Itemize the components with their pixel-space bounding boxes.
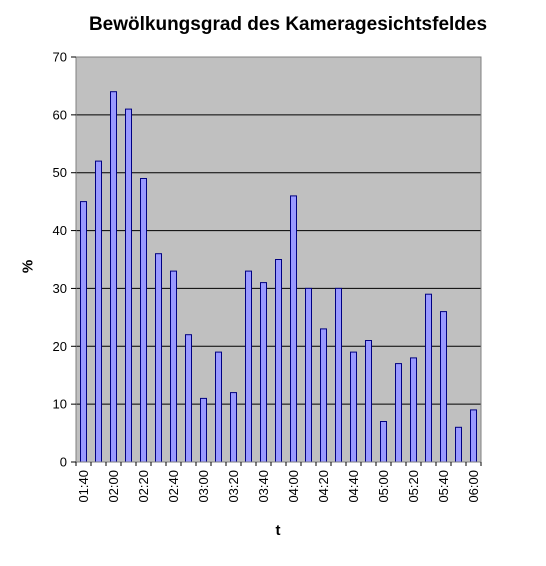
x-axis-label: t (275, 522, 281, 539)
bar-0530 (425, 293, 432, 463)
bar-0600 (470, 409, 477, 463)
y-ticks: 0 10 20 30 40 50 60 70 (53, 50, 76, 470)
x-tick-label: 03:20 (226, 470, 241, 503)
bar-0520 (410, 357, 417, 463)
x-tick-label: 05:20 (406, 470, 421, 503)
bar-0540 (440, 311, 447, 463)
x-tick-label: 02:40 (166, 470, 181, 503)
bar-0300 (200, 397, 207, 463)
bar-0250 (185, 334, 192, 463)
bar-0350 (275, 259, 282, 463)
x-tick-label: 05:00 (376, 470, 391, 503)
bar-0220 (140, 178, 147, 463)
bar-0140 (80, 201, 87, 463)
y-tick-label: 40 (53, 223, 67, 238)
bar-0500 (380, 421, 387, 463)
x-tick-label: 02:20 (136, 470, 151, 503)
bar-0240 (170, 270, 177, 463)
bar-0400 (290, 195, 297, 463)
y-tick-label: 60 (53, 107, 67, 122)
chart-title: Bewölkungsgrad des Kameragesichtsfeldes (88, 14, 488, 35)
y-tick-label: 70 (53, 50, 67, 65)
x-ticks: 01:40 02:00 02:20 02:40 03:00 03:20 03:40 04:00… (75, 462, 482, 503)
bar-0210 (125, 108, 132, 463)
x-tick-label: 04:40 (346, 470, 361, 503)
bar-0430 (335, 287, 342, 463)
bar-0330 (245, 270, 252, 463)
x-tick-label: 03:00 (196, 470, 211, 503)
bar-0200 (110, 91, 117, 463)
bar-0340 (260, 282, 267, 463)
x-tick-label: 04:20 (316, 470, 331, 503)
bar-0420 (320, 328, 327, 463)
y-tick-label: 0 (60, 455, 67, 470)
bar-0150 (95, 160, 102, 463)
x-tick-label: 04:00 (286, 470, 301, 503)
bar-0450 (365, 340, 372, 463)
bars (80, 91, 477, 463)
bar-0550 (455, 426, 462, 463)
x-tick-label: 01:40 (76, 470, 91, 503)
x-tick-label: 06:00 (466, 470, 481, 503)
bar-0410 (305, 287, 312, 463)
y-tick-label: 50 (53, 165, 67, 180)
y-tick-label: 30 (53, 281, 67, 296)
y-tick-label: 20 (53, 339, 67, 354)
axes (75, 56, 482, 463)
plot-border (75, 56, 482, 463)
bar-0510 (395, 363, 402, 463)
x-tick-label: 05:40 (436, 470, 451, 503)
bar-0320 (230, 392, 237, 463)
x-tick-label: 03:40 (256, 470, 271, 503)
y-tick-label: 10 (53, 397, 67, 412)
x-tick-label: 02:00 (106, 470, 121, 503)
bar-0440 (350, 351, 357, 463)
bar-0310 (215, 351, 222, 463)
bar-0230 (155, 253, 162, 463)
